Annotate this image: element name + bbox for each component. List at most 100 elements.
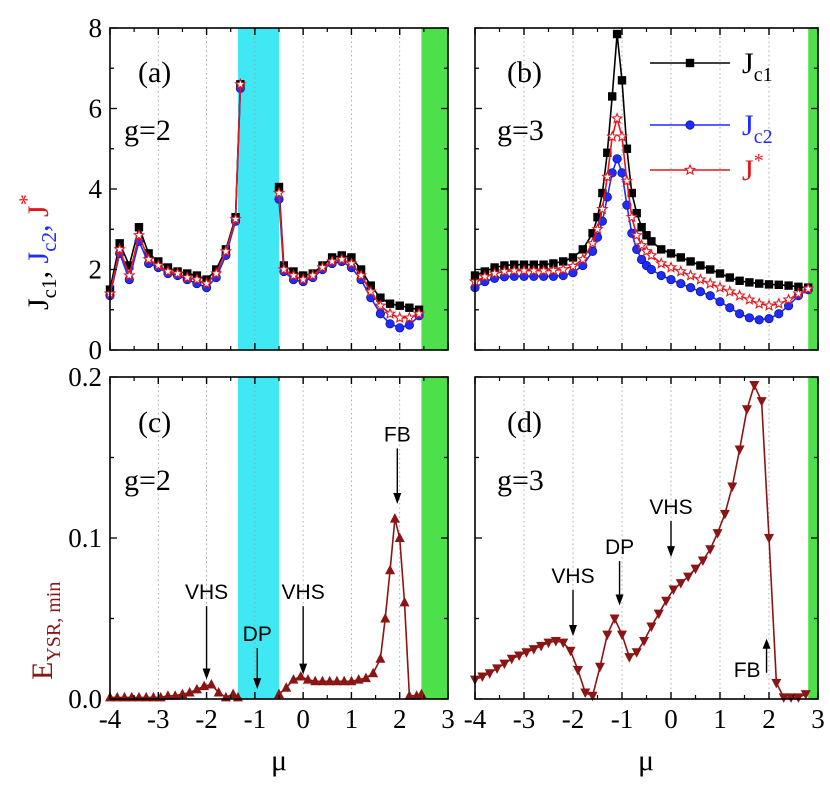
- panel-b-data-point: [657, 245, 666, 254]
- panel-a-data-point: [123, 269, 136, 281]
- panel-c-data-point: [310, 675, 321, 686]
- panel-d-annotation: VHS: [649, 496, 693, 558]
- annotation-label: FB: [734, 659, 761, 682]
- panel-d-data-point: [653, 609, 664, 620]
- panel-b-data-point: [606, 130, 619, 142]
- panel-b-data-point: [586, 236, 599, 249]
- arrow-head: [253, 678, 262, 690]
- panel-b-data-point: [794, 282, 803, 292]
- panel-d-data-point: [639, 637, 650, 647]
- panel-c-annotation: FB: [384, 423, 411, 505]
- panel-c-xtick-label: 3: [441, 704, 455, 734]
- panel-b-data-point: [557, 263, 570, 275]
- panel-d-annotation: VHS: [551, 565, 595, 637]
- panel-d-data-point: [749, 381, 760, 391]
- panel-c-data-point: [394, 532, 405, 542]
- panel-c-data-point: [162, 690, 173, 700]
- panel-d-data-point: [646, 622, 657, 633]
- panel-c-data-point: [399, 596, 410, 607]
- panel-d-data-point: [514, 651, 525, 662]
- panel-d-xtick-label: 3: [811, 704, 825, 734]
- panel-c-data-point: [380, 613, 391, 623]
- panel-d-data-point: [565, 646, 576, 657]
- panel-d-data-point: [499, 659, 510, 670]
- panel-d-data-point: [477, 672, 488, 682]
- panel-c-label: (c): [138, 406, 171, 439]
- panel-a-data-point: [354, 269, 368, 281]
- panel-d-data-point: [764, 534, 774, 544]
- panel-b-data-point: [635, 238, 648, 251]
- panel-a-data-point: [404, 320, 414, 330]
- panel-a-data-point: [306, 269, 319, 281]
- panel-d-data-point: [492, 664, 503, 674]
- panel-a-data-point: [325, 254, 339, 267]
- panel-a-g-label: g=2: [124, 114, 171, 147]
- panel-b-data-point: [696, 261, 705, 270]
- panel-b-data-point: [666, 274, 676, 285]
- annotation-label: VHS: [551, 565, 594, 588]
- panel-b-g-label: g=3: [497, 114, 544, 147]
- annotation-label: VHS: [649, 496, 692, 519]
- panel-c-data-point: [317, 675, 328, 686]
- legend-marker: [685, 120, 695, 130]
- panel-b-data-point: [636, 254, 647, 265]
- panel-a-data-point: [234, 77, 247, 90]
- panel-d-data-point: [484, 669, 495, 679]
- y-axis-title-bottom: EYSR, min: [26, 582, 65, 680]
- panel-b-label: (b): [507, 56, 542, 89]
- panel-b-data-point: [735, 276, 744, 285]
- panel-d-data-point: [609, 614, 620, 624]
- panel-c-data-point: [339, 675, 350, 686]
- panel-b-data-point: [684, 269, 697, 281]
- panel-b-data-point: [686, 257, 695, 266]
- panel-d-data-point: [697, 556, 708, 567]
- panel-c-data-point: [177, 688, 188, 699]
- panel-b-data-point: [676, 278, 686, 289]
- panel-c-ytick-label: 0.1: [68, 523, 102, 553]
- panel-d-xtick-label: -4: [464, 704, 487, 734]
- panel-c-data-point: [353, 674, 364, 684]
- x-axis-title: μ: [638, 744, 654, 777]
- panel-d-data-point: [550, 637, 561, 647]
- panel-b-data-point: [685, 283, 696, 293]
- panel-c-data-point: [389, 513, 400, 523]
- panel-b-data-point: [527, 264, 540, 276]
- panel-a-data-point: [296, 273, 310, 285]
- panel-d-data-point: [594, 662, 605, 673]
- panel-a-data-point: [171, 267, 184, 279]
- arrow-head: [762, 638, 771, 649]
- panel-d-data-point: [624, 653, 635, 663]
- panel-b-data-point: [478, 270, 491, 282]
- data-series: [103, 29, 815, 703]
- panel-c-data-point: [288, 674, 299, 684]
- panel-a-data-point: [403, 311, 416, 324]
- panel-b-data-point: [566, 259, 580, 272]
- panel-d-data-point: [558, 638, 569, 649]
- panel-c-data-point: [274, 688, 284, 699]
- annotation-label: DP: [243, 623, 272, 646]
- panel-a-data-point: [385, 319, 395, 329]
- panel-b-data-point: [753, 297, 766, 309]
- legend-label: J*: [742, 150, 764, 187]
- panel-a-ytick-label: 2: [89, 255, 103, 285]
- annotation-label: VHS: [282, 581, 325, 604]
- panel-d-data-point: [800, 690, 811, 700]
- panel-a-ytick-label: 8: [89, 13, 103, 43]
- panel-b-data-point: [547, 263, 560, 276]
- panel-d-data-point: [727, 482, 738, 492]
- panel-b-data-point: [647, 237, 656, 246]
- panel-d-data-point: [506, 654, 517, 665]
- panel-b-data-point: [601, 170, 614, 183]
- panel-b-data-point: [656, 270, 666, 281]
- panel-c-xtick-label: -3: [147, 704, 170, 734]
- panel-b-data-point: [620, 174, 634, 187]
- panel-a-data-point: [277, 263, 290, 275]
- panel-d-data-point: [521, 648, 532, 658]
- panel-c-data-point: [360, 672, 371, 683]
- panel-a-label: (a): [138, 56, 171, 89]
- panel-d-data-point: [631, 648, 642, 658]
- panel-a-data-point: [229, 212, 242, 225]
- panel-b-data-point: [612, 29, 622, 39]
- panel-b-data-point: [576, 252, 589, 265]
- panel-d-data-point: [580, 688, 591, 699]
